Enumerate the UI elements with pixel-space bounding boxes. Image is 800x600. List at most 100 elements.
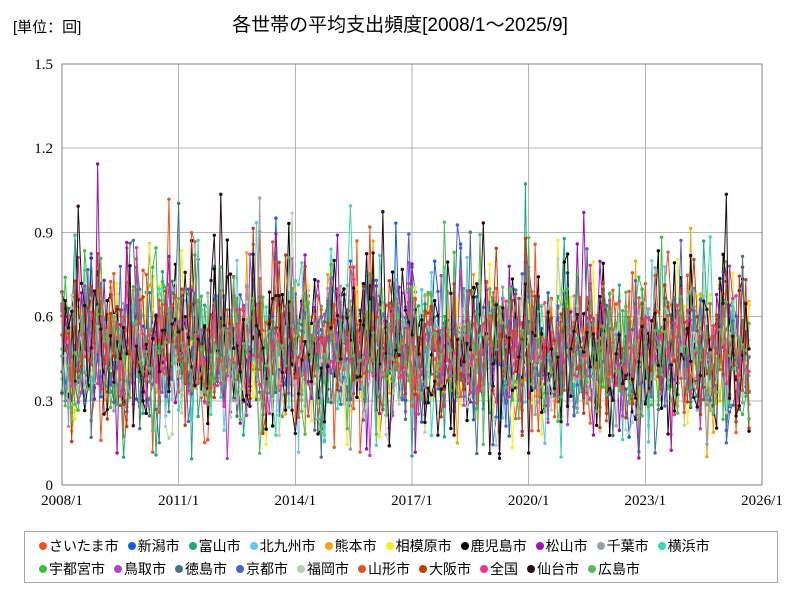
legend-item[interactable]: 山形市 <box>358 561 410 577</box>
data-point <box>731 319 735 323</box>
data-point <box>118 327 123 331</box>
data-point <box>309 419 314 423</box>
legend-item[interactable]: 相模原市 <box>385 538 452 554</box>
data-point <box>455 223 460 227</box>
data-point <box>523 182 528 186</box>
legend-item[interactable]: 北九州市 <box>249 538 316 554</box>
data-point <box>277 367 281 372</box>
data-point <box>66 331 71 336</box>
data-point <box>734 363 738 367</box>
data-point <box>95 381 100 386</box>
data-point <box>539 332 544 336</box>
data-point <box>377 306 382 310</box>
legend-item[interactable]: 鳥取市 <box>114 561 166 577</box>
data-point <box>718 367 722 372</box>
legend-item[interactable]: 大阪市 <box>419 561 471 577</box>
legend-item[interactable]: 松山市 <box>535 538 588 554</box>
data-point <box>523 282 528 286</box>
data-point <box>711 411 716 415</box>
data-point <box>267 290 272 294</box>
data-point <box>180 249 184 253</box>
data-point <box>332 445 336 450</box>
data-point <box>630 402 635 406</box>
data-point <box>504 385 508 389</box>
data-point <box>313 322 317 326</box>
data-point <box>426 345 430 349</box>
legend-item[interactable]: 千葉市 <box>596 538 649 554</box>
data-point <box>219 358 223 363</box>
data-point <box>209 385 213 390</box>
data-point <box>585 391 589 395</box>
data-point <box>319 337 323 342</box>
legend-item[interactable]: 福岡市 <box>297 561 349 577</box>
legend-item[interactable]: 横浜市 <box>657 538 710 554</box>
legend-item[interactable]: 新潟市 <box>127 538 180 554</box>
data-point <box>397 376 401 380</box>
data-point <box>471 400 476 405</box>
legend-item[interactable]: 広島市 <box>588 561 640 577</box>
x-tick-label: 2014/1 <box>274 493 316 509</box>
data-point <box>533 412 537 417</box>
data-point <box>517 416 521 420</box>
data-point <box>501 306 505 310</box>
data-point <box>309 379 314 384</box>
data-point <box>436 313 440 318</box>
data-point <box>514 319 518 323</box>
legend-item-label: さいたま市 <box>49 537 119 554</box>
data-point <box>643 340 648 345</box>
data-point <box>374 278 379 283</box>
data-point <box>549 298 554 302</box>
legend-item[interactable]: 富山市 <box>188 538 241 554</box>
data-point <box>364 373 369 378</box>
data-point <box>151 265 155 270</box>
data-point <box>95 324 100 329</box>
legend-item[interactable]: 宇都宮市 <box>39 561 105 577</box>
data-point <box>125 240 129 245</box>
data-point <box>355 239 359 243</box>
data-point <box>232 346 236 350</box>
data-point <box>552 394 557 398</box>
data-point <box>617 299 622 303</box>
data-point <box>740 393 745 398</box>
legend-item[interactable]: 仙台市 <box>527 561 579 577</box>
legend-item[interactable]: 全国 <box>480 561 518 577</box>
data-point <box>698 373 703 378</box>
data-point <box>348 265 353 269</box>
data-point <box>575 410 579 415</box>
data-point <box>510 388 515 393</box>
data-point <box>364 356 369 361</box>
data-point <box>128 264 132 268</box>
data-point <box>676 303 680 308</box>
data-point <box>326 359 330 363</box>
y-tick-label: 1.5 <box>34 57 53 73</box>
data-point <box>189 418 194 422</box>
data-point <box>452 433 456 437</box>
data-point <box>442 435 447 439</box>
data-point <box>251 353 255 357</box>
data-point <box>640 301 644 305</box>
data-point <box>274 331 278 335</box>
data-point <box>186 335 191 340</box>
data-point <box>698 357 703 362</box>
data-point <box>420 420 424 424</box>
y-tick-label: 0.9 <box>34 225 53 241</box>
data-point <box>316 349 320 353</box>
data-point <box>121 371 126 376</box>
data-point <box>604 411 609 416</box>
legend-item[interactable]: 鹿児島市 <box>460 538 527 554</box>
data-point <box>676 257 680 262</box>
data-point <box>462 307 466 311</box>
data-point <box>264 305 268 309</box>
data-point <box>196 298 200 302</box>
legend-item[interactable]: 京都市 <box>236 561 288 577</box>
legend-item[interactable]: さいたま市 <box>39 538 119 554</box>
data-point <box>530 401 534 405</box>
legend-item[interactable]: 熊本市 <box>324 538 377 554</box>
data-point <box>420 288 424 292</box>
legend-item[interactable]: 徳島市 <box>175 561 227 577</box>
data-point <box>332 340 336 344</box>
data-point <box>653 266 657 270</box>
data-point <box>588 397 592 401</box>
data-point <box>374 315 379 319</box>
data-point <box>465 333 469 338</box>
